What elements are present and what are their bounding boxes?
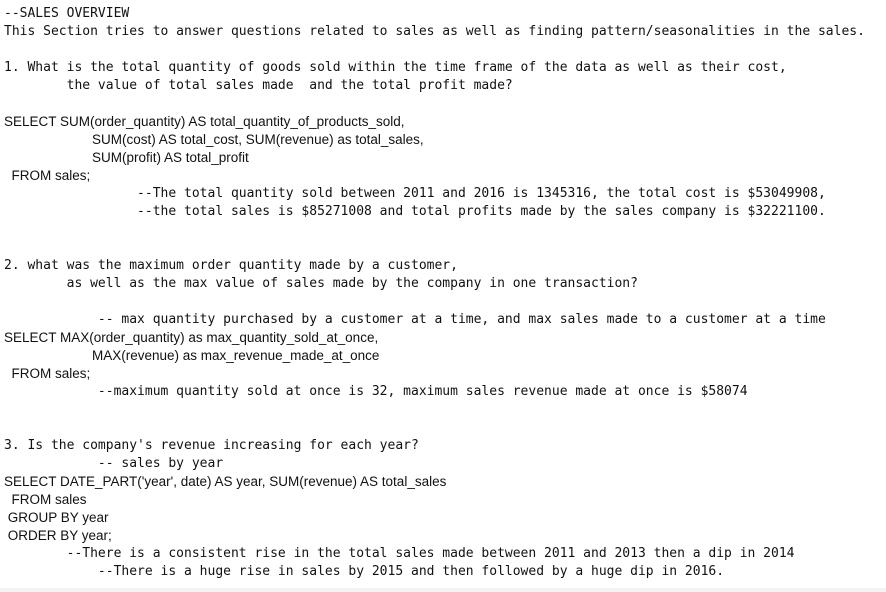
query-3-result-comment-1: --There is a consistent rise in the tota… — [4, 546, 795, 561]
section-description: This Section tries to answer questions r… — [4, 24, 865, 39]
query-1-select-cont-2: SUM(profit) AS total_profit — [92, 150, 249, 165]
query-3-from: FROM sales — [4, 492, 87, 507]
query-2-from: FROM sales; — [4, 366, 91, 381]
question-1-line-1: 1. What is the total quantity of goods s… — [4, 60, 787, 75]
query-2-select: SELECT MAX(order_quantity) as max_quanti… — [4, 330, 379, 345]
query-3-select: SELECT DATE_PART('year', date) AS year, … — [4, 474, 447, 489]
query-1-from: FROM sales; — [4, 168, 91, 183]
query-2-result-comment: --maximum quantity sold at once is 32, m… — [4, 384, 748, 399]
query-3-comment: -- sales by year — [4, 456, 224, 471]
question-1-line-2: the value of total sales made and the to… — [4, 78, 513, 93]
query-1-select: SELECT SUM(order_quantity) AS total_quan… — [4, 114, 405, 129]
query-1-result-comment-1: --The total quantity sold between 2011 a… — [4, 186, 826, 201]
editor-bottom-edge — [0, 588, 886, 592]
question-3: 3. Is the company's revenue increasing f… — [4, 438, 419, 453]
query-1-result-comment-2: --the total sales is $85271008 and total… — [4, 204, 826, 219]
query-3-order-by: ORDER BY year; — [4, 528, 112, 543]
query-2-comment: -- max quantity purchased by a customer … — [4, 312, 826, 327]
query-3-result-comment-2: --There is a huge rise in sales by 2015 … — [4, 564, 725, 579]
query-1-select-cont-1: SUM(cost) AS total_cost, SUM(revenue) as… — [92, 132, 424, 147]
question-2-line-1: 2. what was the maximum order quantity m… — [4, 258, 458, 273]
query-3-group-by: GROUP BY year — [4, 510, 109, 525]
query-2-select-cont: MAX(revenue) as max_revenue_made_at_once — [92, 348, 380, 363]
question-2-line-2: as well as the max value of sales made b… — [4, 276, 638, 291]
section-header-comment: --SALES OVERVIEW — [4, 6, 130, 21]
